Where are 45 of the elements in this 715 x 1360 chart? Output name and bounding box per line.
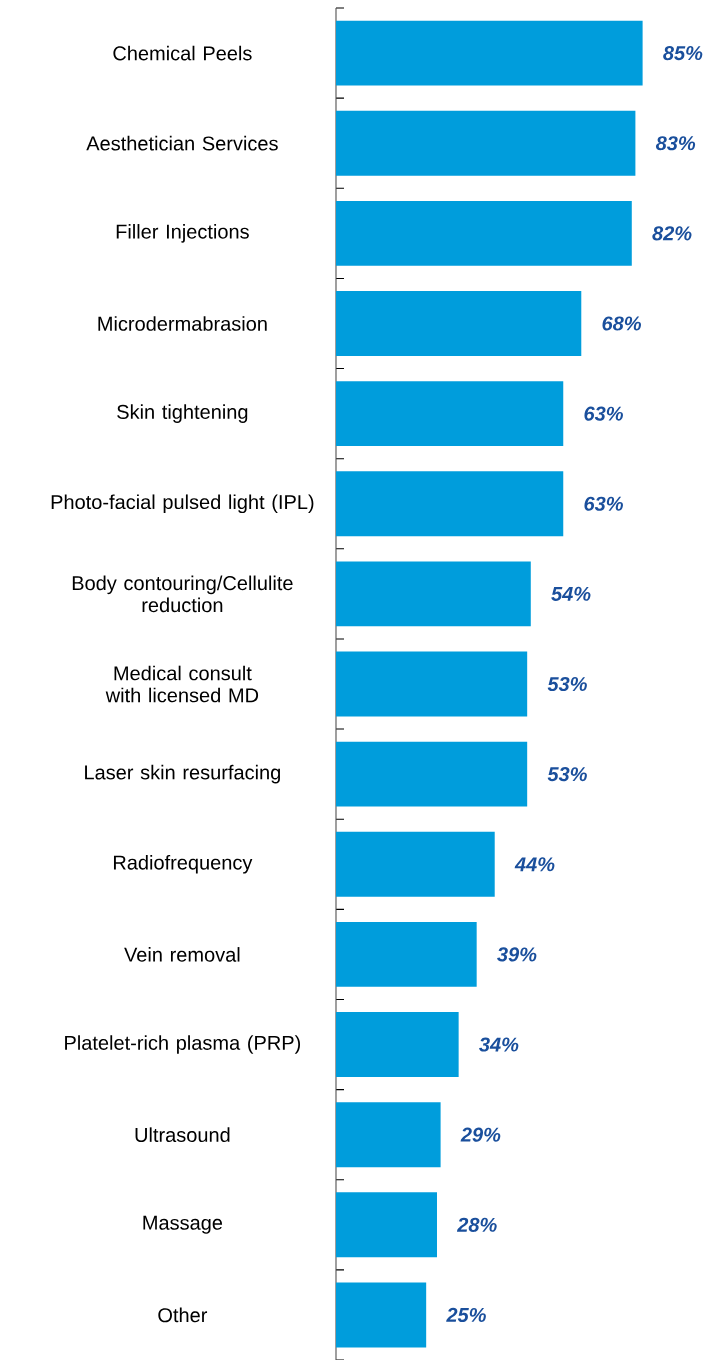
- bar: [336, 651, 528, 717]
- bar: [336, 110, 636, 176]
- bar: [336, 921, 477, 987]
- data-label: 68%: [602, 316, 642, 331]
- y-tick-label: Filler Injections: [116, 224, 249, 243]
- y-tick-label: Body contouring/Cellulite reduction: [72, 575, 293, 613]
- y-tick-label: Aesthetician Services: [86, 135, 278, 151]
- data-label: 53%: [547, 767, 587, 782]
- y-tick-label: Radiofrequency: [113, 854, 253, 874]
- bar: [336, 471, 564, 537]
- data-label: 34%: [479, 1037, 519, 1052]
- data-label: 28%: [456, 1217, 497, 1232]
- data-label: 63%: [584, 406, 623, 421]
- bar: [336, 200, 632, 266]
- data-label: 54%: [551, 586, 591, 601]
- y-tick-label: Microdermabrasion: [98, 316, 267, 331]
- data-label: 39%: [497, 947, 537, 962]
- bar: [336, 381, 564, 447]
- bar: [336, 741, 528, 807]
- bar: [336, 561, 531, 627]
- data-label: 53%: [547, 676, 587, 692]
- bar: [336, 1192, 437, 1258]
- data-label: 25%: [446, 1307, 486, 1323]
- bar: [336, 1102, 441, 1168]
- y-tick-label: Chemical Peels: [113, 45, 252, 61]
- data-label: 63%: [584, 496, 623, 511]
- bar: [336, 1282, 427, 1348]
- data-label: 29%: [460, 1127, 501, 1142]
- bar: [336, 20, 643, 86]
- data-label: 83%: [655, 136, 696, 151]
- bar: [336, 291, 582, 356]
- y-tick-label: Ultrasound: [135, 1127, 230, 1143]
- y-tick-label: Other: [158, 1307, 208, 1323]
- data-label: 82%: [652, 226, 692, 241]
- y-tick-label: Photo-facial pulsed light (IPL): [51, 494, 314, 514]
- y-tick-label: Laser skin resurfacing: [85, 764, 280, 784]
- y-tick-label: Vein removal: [124, 947, 240, 962]
- data-label: 85%: [663, 46, 703, 61]
- y-tick-label: Medical consult with licensed MD: [105, 665, 259, 703]
- data-label: 44%: [514, 857, 555, 872]
- y-tick-label: Massage: [143, 1215, 223, 1234]
- y-tick-label: Platelet-rich plasma (PRP): [65, 1035, 301, 1054]
- bar: [336, 831, 495, 897]
- bar: [336, 1012, 459, 1077]
- y-tick-label: Skin tightening: [117, 404, 248, 423]
